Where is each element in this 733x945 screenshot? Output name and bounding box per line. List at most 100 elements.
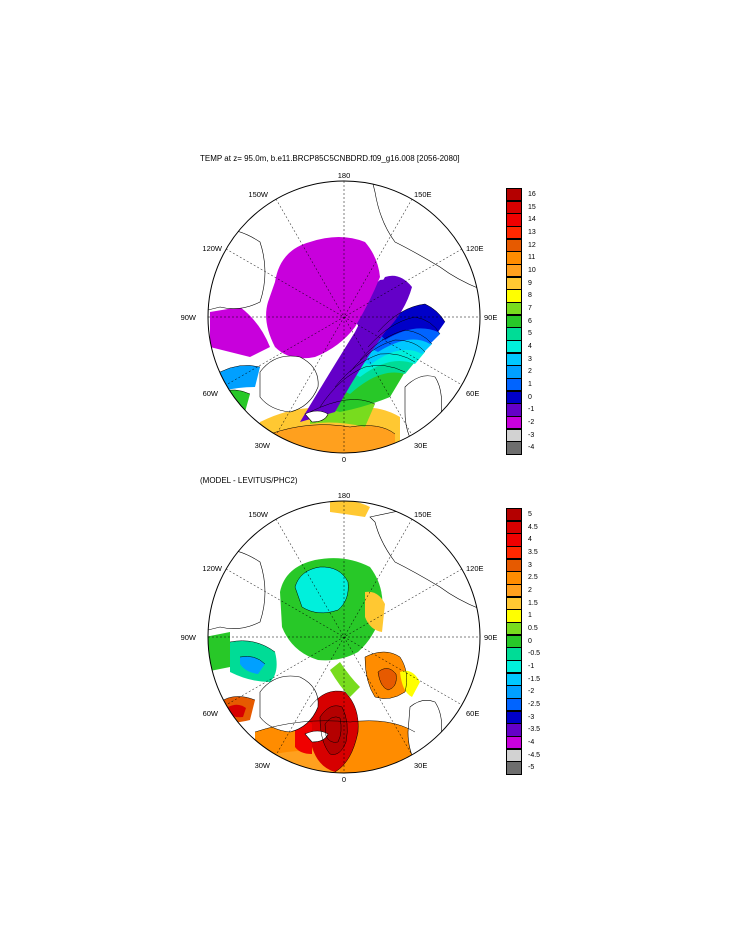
colorbar-label: -5 [528,764,535,772]
colorbar-swatch [506,508,522,522]
colorbar-label: 1 [528,612,532,620]
contour-lines-bottom [219,566,416,773]
colorbar-swatch [506,622,522,636]
colorbar-swatch [506,213,522,227]
colorbar-label: 5 [528,330,532,338]
colorbar-swatch [506,428,522,442]
colorbar-swatch [506,403,522,417]
colorbar-swatch [506,660,522,674]
plot-title-bottom: (MODEL - LEVITUS/PHC2) [200,476,298,485]
colorbar-label: -1 [528,406,535,414]
lon-label-120e: 120E [466,244,484,253]
colorbar-swatch [506,416,522,430]
lon-label-90e-b: 90E [484,633,497,642]
colorbar-swatch [506,390,522,404]
colorbar-swatch [506,340,522,354]
colorbar-swatch [506,314,522,328]
lon-label-60w: 60W [203,389,219,398]
colorbar-label: 4 [528,342,532,350]
colorbar-swatch [506,736,522,750]
colorbar-swatch [506,710,522,724]
map-boundary-top [207,180,481,454]
lon-label-150e: 150E [414,190,432,199]
colorbar-label: 2.5 [528,574,538,582]
field-eurasian-purple [355,279,410,332]
colorbar-label: -2 [528,418,535,426]
land-greenland-b [259,675,319,733]
colorbar-top: 16 15 14 13 12 11 10 9 8 7 6 5 4 3 2 1 0 -1 -2 -3 -4 [506,188,566,455]
colorbar-label: 12 [528,241,536,249]
field-anomaly-bering [330,501,370,517]
field-atlantic-orange [270,424,395,453]
colorbar-swatch [506,264,522,278]
colorbar-swatch [506,698,522,712]
lon-label-150w-b: 150W [248,510,269,519]
colorbar-label: 0 [528,637,532,645]
colorbar-label: -3.5 [528,726,541,734]
colorbar-swatch [506,546,522,560]
colorbar-label: 6 [528,317,532,325]
field-anomaly-hot-core [320,705,348,755]
land-scandinavia-b [407,700,442,768]
colorbar-label: 0 [528,393,532,401]
colorbar-label: -0.5 [528,650,541,658]
field-anomaly-baffin-blue [240,656,265,674]
colorbar-swatch [506,748,522,762]
lon-label-0-b: 0 [342,775,346,784]
colorbar-swatch [506,596,522,610]
land-north-america-b [208,548,266,633]
colorbar-label: -4.5 [528,751,541,759]
colorbar-label: -4 [528,738,535,746]
field-labrador-blue [220,365,260,392]
field-central-arctic-magenta [266,237,380,359]
lon-label-30w-b: 30W [255,761,271,770]
colorbar-label: 5 [528,510,532,518]
colorbar-swatch [506,761,522,775]
lon-label-0: 0 [342,455,346,464]
plot-title-top: TEMP at z= 95.0m, b.e11.BRCP85C5CNBDRD.f… [200,154,460,163]
colorbar-swatch [506,571,522,585]
colorbar-label: 7 [528,304,532,312]
colorbar-swatch [506,609,522,623]
colorbar-swatch [506,558,522,572]
field-anomaly-labrador-green [208,632,230,672]
colorbar-swatch [506,672,522,686]
colorbar-label: 3 [528,355,532,363]
colorbar-swatch [506,723,522,737]
colorbar-swatch [506,226,522,240]
field-anomaly-kara-yellow [400,670,420,697]
land-scandinavia [404,375,442,448]
land-greenland [259,355,319,413]
land-north-america [208,228,266,313]
colorbar-label: 9 [528,279,532,287]
field-anomaly-red-ring [295,721,312,754]
lon-label-180: 180 [338,171,351,180]
colorbar-label: 1 [528,380,532,388]
colorbar-label: 8 [528,292,532,300]
field-anomaly-labrador-darkred [228,704,246,718]
colorbar-swatch [506,200,522,214]
lon-label-90e: 90E [484,313,497,322]
colorbar-swatch [506,533,522,547]
colorbar-label: -2.5 [528,700,541,708]
colorbar-label: 10 [528,266,536,274]
colorbar-swatch [506,378,522,392]
map-boundary-bottom [207,500,481,774]
colorbar-swatch [506,685,522,699]
colorbar-swatch [506,634,522,648]
colorbar-swatch [506,327,522,341]
colorbar-label: 14 [528,216,536,224]
colorbar-label: -1 [528,662,535,670]
lon-label-150w: 150W [248,190,269,199]
colorbar-label: -4 [528,444,535,452]
colorbar-label: -3 [528,431,535,439]
lon-label-90w: 90W [181,313,197,322]
lon-label-120w: 120W [202,244,223,253]
graticule-bottom [208,501,480,773]
colorbar-swatch [506,352,522,366]
colorbar-label: -1.5 [528,675,541,683]
colorbar-swatch [506,441,522,455]
colorbar-swatch [506,584,522,598]
lon-label-60e: 60E [466,389,479,398]
colorbar-bottom: 5 4.5 4 3.5 3 2.5 2 1.5 1 0.5 0 -0.5 -1 -1.5 -2 -2.5 -3 -… [506,508,566,775]
